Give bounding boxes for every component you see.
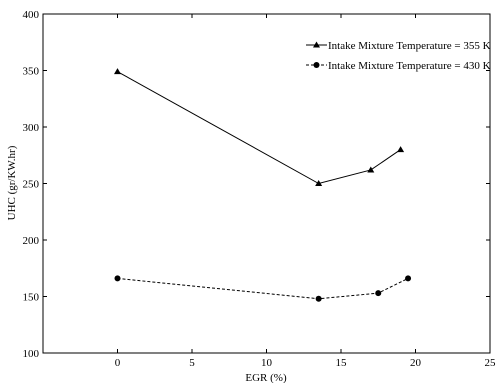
legend-label-430k: Intake Mixture Temperature = 430 K bbox=[328, 60, 491, 72]
series-markers bbox=[114, 68, 412, 302]
y-tick-label: 350 bbox=[23, 66, 40, 78]
y-tick-label: 300 bbox=[23, 122, 40, 134]
y-tick-label: 400 bbox=[23, 9, 40, 21]
series-line-0 bbox=[117, 71, 401, 185]
x-axis-label: EGR (%) bbox=[245, 372, 287, 383]
x-tick-label: 25 bbox=[485, 357, 496, 369]
x-tick-label: 0 bbox=[115, 357, 121, 369]
x-tick-label: 20 bbox=[410, 357, 422, 369]
y-axis-label: UHC (gr/KW.hr) bbox=[6, 145, 18, 220]
data-point-triangle bbox=[367, 166, 375, 173]
series-lines bbox=[117, 71, 409, 300]
axis-ticks bbox=[43, 13, 491, 354]
data-point-circle bbox=[375, 290, 382, 297]
data-point-circle bbox=[114, 275, 121, 282]
x-tick-label: 5 bbox=[189, 357, 195, 369]
data-point-triangle bbox=[315, 180, 323, 186]
y-tick-label: 200 bbox=[23, 235, 40, 247]
legend-marker-430k bbox=[313, 62, 320, 68]
y-tick-label: 150 bbox=[23, 292, 40, 304]
legend-marker-355k bbox=[313, 41, 320, 48]
data-point-circle bbox=[315, 295, 322, 302]
tick-labels: 0 5 10 15 20 25 100 150 200 250 300 350 400 bbox=[23, 9, 496, 369]
data-point-circle bbox=[405, 275, 412, 282]
series-line-1 bbox=[117, 277, 409, 300]
legend-label-355k: Intake Mixture Temperature = 355 K bbox=[328, 40, 491, 52]
x-tick-label: 15 bbox=[336, 357, 348, 369]
y-tick-label: 250 bbox=[23, 179, 40, 191]
legend: Intake Mixture Temperature = 355 K Intak… bbox=[306, 40, 491, 72]
data-point-triangle bbox=[114, 68, 121, 75]
x-tick-label: 10 bbox=[261, 357, 273, 369]
data-point-triangle bbox=[397, 146, 405, 153]
y-tick-label: 100 bbox=[23, 348, 40, 360]
